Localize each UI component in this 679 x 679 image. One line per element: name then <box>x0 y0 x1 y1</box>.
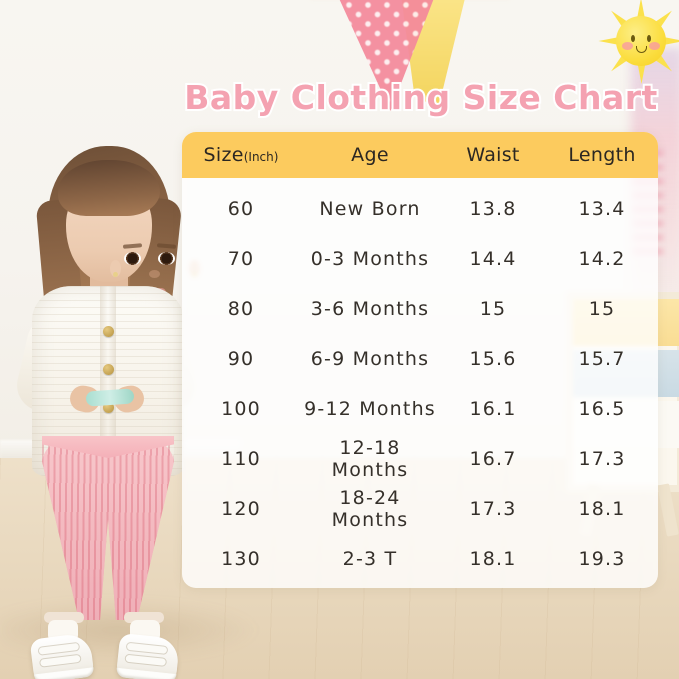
cell-length: 17.3 <box>578 448 626 470</box>
shoe-left <box>29 632 95 679</box>
cell-size: 60 <box>227 198 255 220</box>
pink-leggings <box>42 440 174 620</box>
cell-length: 13.4 <box>578 198 626 220</box>
shoe-right <box>115 632 181 679</box>
cell-age: 18-24 Months <box>331 487 409 531</box>
column-header-waist: Waist <box>466 144 520 166</box>
cell-waist: 16.7 <box>469 448 517 470</box>
cell-age: 12-18 Months <box>331 437 409 481</box>
cell-age: 0-3 Months <box>310 248 430 270</box>
size-chart-panel: Size(Inch) Age Waist Length 60 New Born … <box>182 132 658 588</box>
table-body: 60 New Born 13.8 13.4 70 0-3 Months 14.4… <box>182 178 658 584</box>
column-header-size-label: Size <box>203 144 244 166</box>
sun-icon <box>604 0 678 78</box>
sun-face <box>616 16 666 66</box>
column-header-size: Size(Inch) <box>182 144 300 166</box>
cell-age: 9-12 Months <box>304 398 436 420</box>
column-header-size-unit: (Inch) <box>243 150 279 164</box>
table-row: 100 9-12 Months 16.1 16.5 <box>182 384 658 434</box>
cell-age: 6-9 Months <box>310 348 430 370</box>
cell-waist: 17.3 <box>469 498 517 520</box>
page-title: Baby Clothing Size Chart <box>182 76 659 119</box>
cell-size: 130 <box>221 548 261 570</box>
cell-waist: 15.6 <box>469 348 517 370</box>
table-row: 120 18-24 Months 17.3 18.1 <box>182 484 658 534</box>
cell-length: 14.2 <box>578 248 626 270</box>
cell-length: 19.3 <box>578 548 626 570</box>
cell-age: New Born <box>319 198 421 220</box>
table-row: 90 6-9 Months 15.6 15.7 <box>182 334 658 384</box>
cell-length: 15 <box>588 298 616 320</box>
table-row: 80 3-6 Months 15 15 <box>182 284 658 334</box>
cell-size: 100 <box>221 398 261 420</box>
cell-age: 3-6 Months <box>310 298 430 320</box>
table-row: 130 2-3 T 18.1 19.3 <box>182 534 658 584</box>
table-row: 60 New Born 13.8 13.4 <box>182 184 658 234</box>
column-header-length: Length <box>568 144 636 166</box>
table-row: 110 12-18 Months 16.7 17.3 <box>182 434 658 484</box>
cell-length: 15.7 <box>578 348 626 370</box>
column-header-age: Age <box>351 144 389 166</box>
cell-age: 2-3 T <box>342 548 398 570</box>
cell-waist: 16.1 <box>469 398 517 420</box>
cell-waist: 18.1 <box>469 548 517 570</box>
cell-length: 18.1 <box>578 498 626 520</box>
child-photo <box>11 140 200 679</box>
bunting-decoration <box>330 0 500 114</box>
cell-size: 120 <box>221 498 261 520</box>
cell-waist: 14.4 <box>469 248 517 270</box>
table-row: 70 0-3 Months 14.4 14.2 <box>182 234 658 284</box>
cell-length: 16.5 <box>578 398 626 420</box>
cell-size: 70 <box>227 248 255 270</box>
table-header-row: Size(Inch) Age Waist Length <box>182 132 658 178</box>
cell-waist: 13.8 <box>469 198 517 220</box>
cell-waist: 15 <box>479 298 507 320</box>
cell-size: 90 <box>227 348 255 370</box>
cell-size: 80 <box>227 298 255 320</box>
cell-size: 110 <box>221 448 261 470</box>
